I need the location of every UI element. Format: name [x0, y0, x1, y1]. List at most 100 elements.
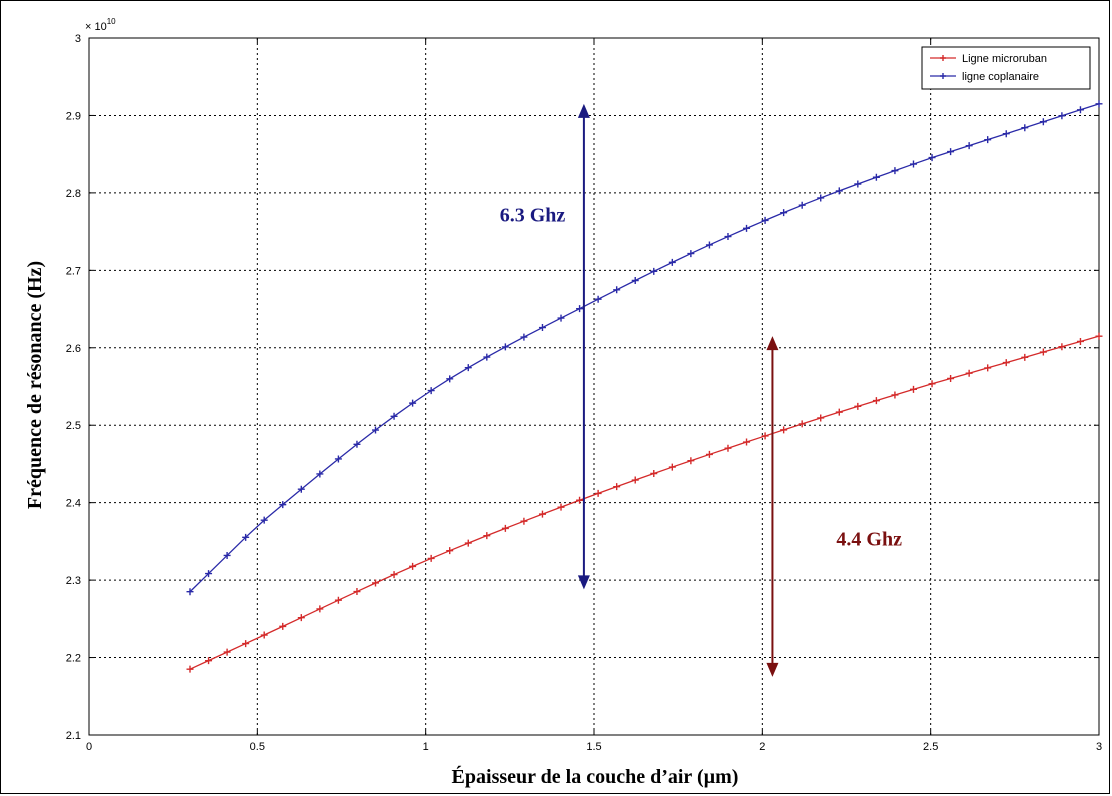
data-point: [909, 385, 917, 393]
series-layer: [186, 100, 1103, 673]
data-point: [427, 387, 435, 395]
data-point: [780, 426, 788, 434]
data-point: [687, 457, 695, 465]
data-point: [947, 148, 955, 156]
data-point: [687, 250, 695, 258]
data-point: [891, 391, 899, 399]
data-point: [260, 631, 268, 639]
y-multiplier-base: × 10: [85, 21, 107, 33]
series-1: [186, 332, 1103, 673]
data-point: [668, 258, 676, 266]
data-point: [891, 167, 899, 175]
data-point: [242, 533, 250, 541]
y-tick-label: 2.4: [66, 498, 81, 510]
annotation-1: 6.3 Ghz: [500, 103, 590, 590]
data-point: [576, 305, 584, 313]
data-point: [705, 450, 713, 458]
data-point: [835, 187, 843, 195]
data-point: [353, 440, 361, 448]
data-point: [1095, 100, 1103, 108]
data-point: [279, 501, 287, 509]
y-tick-label: 2.7: [66, 265, 81, 277]
y-axis-title: Fréquence de résonance (Hz): [24, 261, 46, 509]
data-point: [260, 516, 268, 524]
data-point: [557, 503, 565, 511]
data-point: [854, 402, 862, 410]
data-point: [1021, 124, 1029, 132]
arrow-head-down: [766, 662, 779, 677]
data-point: [390, 571, 398, 579]
data-point: [372, 579, 380, 587]
data-point: [446, 547, 454, 555]
data-point: [835, 408, 843, 416]
data-point: [1021, 353, 1029, 361]
data-point: [205, 570, 213, 578]
data-point: [297, 614, 305, 622]
series-2: [186, 100, 1103, 596]
data-point: [743, 438, 751, 446]
data-point: [390, 412, 398, 420]
data-point: [427, 554, 435, 562]
series-line: [189, 103, 1100, 593]
grid: [89, 38, 1099, 735]
arrow-head-up: [766, 336, 779, 351]
data-point: [186, 588, 194, 596]
data-point: [724, 233, 732, 241]
data-point: [464, 364, 472, 372]
data-point: [984, 136, 992, 144]
data-point: [984, 364, 992, 372]
data-point: [965, 142, 973, 150]
data-point: [1002, 359, 1010, 367]
x-tick-label: 2.5: [923, 741, 938, 753]
data-point: [1058, 112, 1066, 120]
data-point: [464, 539, 472, 547]
data-point: [501, 524, 509, 532]
annotation-2: 4.4 Ghz: [766, 336, 902, 677]
arrow-head-up: [577, 103, 590, 118]
y-tick-label: 2.5: [66, 420, 81, 432]
data-point: [1095, 332, 1103, 340]
data-point: [743, 224, 751, 232]
data-point: [409, 399, 417, 407]
data-point: [668, 463, 676, 471]
y-tick-label: 2.9: [66, 110, 81, 122]
data-point: [928, 380, 936, 388]
y-axis-multiplier: × 1010: [85, 17, 116, 33]
data-point: [631, 476, 639, 484]
data-point: [316, 605, 324, 613]
data-point: [279, 622, 287, 630]
data-point: [872, 397, 880, 405]
data-point: [613, 286, 621, 294]
data-point: [186, 665, 194, 673]
data-point: [205, 657, 213, 665]
data-point: [613, 483, 621, 491]
x-tick-label: 0.5: [250, 741, 265, 753]
x-axis-title: Épaisseur de la couche d’air (µm): [452, 765, 739, 788]
data-point: [1039, 118, 1047, 126]
arrow-head-down: [577, 575, 590, 590]
data-point: [538, 324, 546, 332]
data-point: [650, 470, 658, 478]
legend: Ligne microruban ligne coplanaire: [921, 46, 1091, 90]
y-tick-label: 2.1: [66, 730, 81, 742]
data-point: [446, 375, 454, 383]
y-tick-label: 2.8: [66, 188, 81, 200]
data-point: [872, 173, 880, 181]
y-tick-label: 3: [75, 33, 81, 45]
annotations: 6.3 Ghz 4.4 Ghz: [500, 103, 902, 677]
data-point: [817, 414, 825, 422]
legend-box: [921, 46, 1091, 90]
data-point: [297, 485, 305, 493]
x-tick-label: 0: [86, 741, 92, 753]
data-point: [650, 267, 658, 275]
data-point: [576, 496, 584, 504]
data-point: [353, 588, 361, 596]
legend-label: Ligne microruban: [962, 53, 1047, 65]
data-point: [594, 489, 602, 497]
data-point: [538, 510, 546, 518]
data-point: [854, 180, 862, 188]
annotation-label: 6.3 Ghz: [500, 205, 566, 227]
data-point: [798, 201, 806, 209]
y-tick-label: 2.6: [66, 343, 81, 355]
